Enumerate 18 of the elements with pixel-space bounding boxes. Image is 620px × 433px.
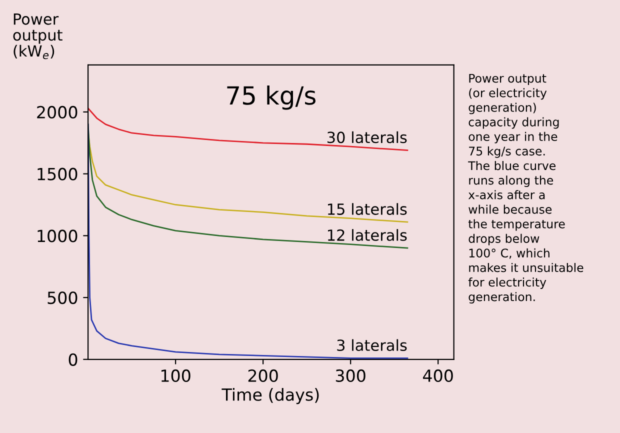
text: 75 kg/s [227, 86, 316, 110]
y-axis-title: Power output (kW$_{e}$) [13, 13, 62, 60]
x-tick-label: 300 [336, 369, 366, 382]
y-tick-label: 500 [48, 291, 78, 304]
series-label: 30 laterals [327, 131, 407, 144]
x-tick-label: 100 [161, 369, 190, 382]
line-series [88, 124, 408, 249]
text: Power output (or electricity generation) capacity during one year in the 75 kg/s case. The blue curve runs along the x-axis after a while because the temperature drops below 100° C, which makes it unsuitable for electricity generation. [468, 74, 584, 304]
x-tick-label: 200 [248, 369, 278, 382]
y-tick-label: 2000 [37, 106, 78, 119]
y-tick-label: 1000 [38, 230, 78, 242]
y-tick-label: 0 [68, 353, 78, 366]
y-tick-label: 1500 [38, 168, 78, 180]
series-label: 15 laterals [328, 203, 407, 215]
x-axis-title: Time (days) [222, 388, 319, 404]
series-label: 12 laterals [328, 229, 407, 241]
x-tick-label: 400 [422, 369, 453, 382]
series-label: 3 laterals [337, 339, 407, 352]
